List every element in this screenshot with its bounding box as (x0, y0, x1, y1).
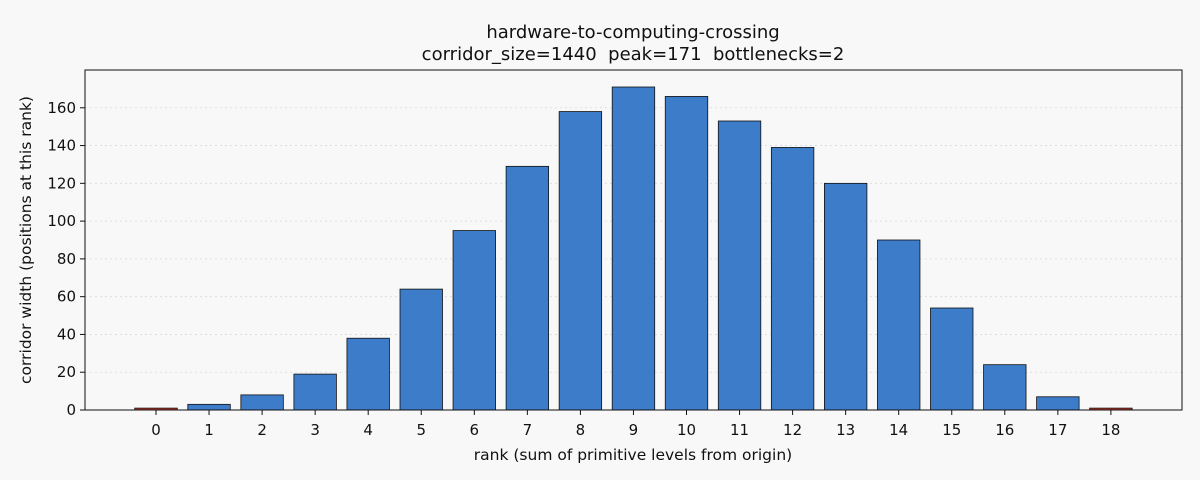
x-tick-label: 6 (470, 421, 480, 439)
bar (824, 182, 868, 411)
bar (452, 230, 496, 411)
bar (346, 337, 390, 411)
y-tick-label: 20 (57, 363, 76, 381)
bar (664, 96, 709, 411)
x-tick-label: 12 (783, 421, 802, 439)
bar (187, 403, 231, 411)
y-axis-ticks: 0 20 40 60 80 100 120 140 160 (47, 99, 85, 419)
x-tick-label: 0 (151, 421, 161, 439)
x-axis-ticks: 0 1 2 3 4 5 6 7 8 9 10 11 12 13 14 15 16 17 18 (151, 410, 1120, 439)
bar (770, 147, 815, 411)
x-tick-label: 9 (629, 421, 639, 439)
x-tick-label: 3 (310, 421, 320, 439)
bar (877, 239, 921, 411)
bars-group (134, 86, 1133, 411)
x-tick-label: 5 (416, 421, 426, 439)
chart-title: hardware-to-computing-crossing (486, 22, 779, 43)
bar (399, 288, 443, 411)
x-tick-label: 14 (889, 421, 908, 439)
x-tick-label: 15 (942, 421, 961, 439)
bar (293, 373, 337, 411)
x-tick-label: 8 (576, 421, 586, 439)
chart-subtitle: corridor_size=1440 peak=171 bottlenecks=… (422, 44, 845, 65)
bar (240, 394, 284, 411)
y-tick-label: 60 (57, 288, 76, 306)
y-tick-label: 80 (57, 250, 76, 268)
y-tick-label: 120 (47, 174, 76, 192)
x-tick-label: 13 (836, 421, 855, 439)
x-tick-label: 18 (1101, 421, 1120, 439)
bar (611, 86, 656, 411)
bar (983, 364, 1027, 411)
plot-frame (84, 69, 1183, 411)
x-tick-label: 11 (730, 421, 749, 439)
y-tick-label: 0 (66, 401, 76, 419)
bar (717, 120, 762, 411)
x-tick-label: 1 (204, 421, 214, 439)
y-tick-label: 140 (47, 137, 76, 155)
y-tick-label: 100 (47, 212, 76, 230)
bar (558, 111, 603, 411)
x-axis-label: rank (sum of primitive levels from origi… (474, 446, 792, 464)
y-tick-label: 160 (47, 99, 76, 117)
x-tick-label: 17 (1048, 421, 1067, 439)
bar (930, 307, 974, 411)
x-tick-label: 7 (523, 421, 533, 439)
bar (1036, 396, 1080, 411)
x-tick-label: 10 (677, 421, 696, 439)
y-axis-label: corridor width (positions at this rank) (17, 96, 35, 384)
y-tick-label: 40 (57, 325, 76, 343)
bar (505, 165, 550, 411)
x-tick-label: 2 (257, 421, 267, 439)
x-tick-label: 4 (363, 421, 373, 439)
x-tick-label: 16 (995, 421, 1014, 439)
